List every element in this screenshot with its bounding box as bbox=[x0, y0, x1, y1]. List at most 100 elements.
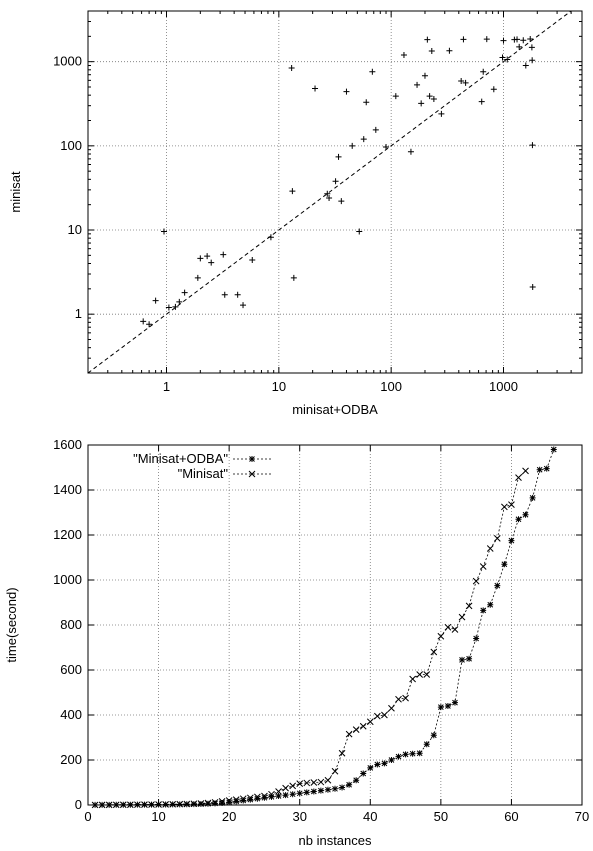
series-point bbox=[359, 722, 367, 730]
scatter-point bbox=[428, 47, 435, 54]
series-point bbox=[373, 712, 381, 720]
legend-swatch-marker bbox=[249, 456, 255, 462]
series-point bbox=[310, 779, 318, 786]
series-point bbox=[310, 788, 317, 795]
series-point bbox=[211, 798, 219, 806]
scatter-point bbox=[516, 43, 523, 50]
series-point bbox=[183, 800, 191, 808]
line-y-tick-label: 1000 bbox=[53, 572, 82, 587]
scatter-point bbox=[407, 148, 414, 155]
legend-swatch-marker bbox=[248, 470, 256, 478]
scatter-x-tick-label: 100 bbox=[380, 379, 402, 394]
series-point bbox=[352, 726, 360, 733]
series-point bbox=[303, 779, 311, 787]
series-point bbox=[338, 749, 346, 757]
legend: "Minisat+ODBA""Minisat" bbox=[133, 451, 272, 481]
scatter-point bbox=[360, 136, 367, 143]
legend-label: "Minisat" bbox=[178, 466, 229, 481]
scatter-x-tick-label: 1 bbox=[163, 379, 170, 394]
series-point bbox=[423, 741, 430, 748]
series-point bbox=[353, 777, 360, 784]
line-ticks: 0 10 20 30 40 50 60 70 0 200 400 600 800 1000 1200 1400… bbox=[53, 437, 589, 824]
scatter-point bbox=[500, 37, 507, 44]
series-point bbox=[212, 800, 219, 807]
scatter-point bbox=[152, 297, 159, 304]
series-point bbox=[366, 718, 374, 726]
series-point bbox=[522, 467, 529, 475]
series-point bbox=[219, 799, 226, 806]
line-x-tick-label: 60 bbox=[504, 809, 518, 824]
series-point bbox=[437, 632, 445, 640]
scatter-point bbox=[326, 195, 333, 202]
series-point bbox=[430, 648, 438, 656]
series-point bbox=[339, 784, 346, 791]
scatter-point bbox=[483, 36, 490, 43]
scatter-point bbox=[383, 143, 390, 150]
scatter-point bbox=[288, 65, 295, 72]
scatter-y-axis-label: minisat bbox=[8, 171, 23, 213]
line-y-tick-label: 400 bbox=[60, 707, 82, 722]
scatter-point bbox=[446, 47, 453, 54]
series-point bbox=[176, 800, 184, 808]
line-y-tick-label: 1400 bbox=[53, 482, 82, 497]
scatter-point bbox=[221, 291, 228, 298]
scatter-point bbox=[460, 36, 467, 43]
series-point bbox=[487, 601, 494, 608]
line-x-tick-label: 10 bbox=[151, 809, 165, 824]
scatter-point bbox=[343, 88, 350, 95]
series-point bbox=[395, 695, 402, 703]
series-point bbox=[289, 782, 297, 790]
scatter-point bbox=[490, 86, 497, 93]
series-point bbox=[381, 760, 388, 767]
line-x-tick-label: 50 bbox=[434, 809, 448, 824]
scatter-point bbox=[499, 54, 506, 61]
series-point bbox=[479, 563, 487, 570]
scatter-y-tick-label: 10 bbox=[68, 222, 82, 237]
scatter-point bbox=[400, 52, 407, 59]
scatter-point bbox=[392, 93, 399, 100]
scatter-point bbox=[208, 259, 215, 266]
line-y-tick-label: 0 bbox=[75, 797, 82, 812]
scatter-plot-area bbox=[87, 10, 583, 374]
series-point bbox=[296, 790, 303, 797]
scatter-ticks: 1 10 100 1000 1 10 100 1000 bbox=[53, 11, 582, 394]
scatter-point bbox=[478, 98, 485, 105]
series-point bbox=[275, 788, 282, 795]
legend-label: "Minisat+ODBA" bbox=[133, 451, 228, 466]
series-point bbox=[204, 800, 211, 807]
series-point bbox=[458, 613, 466, 621]
scatter-x-axis-label: minisat+ODBA bbox=[292, 402, 378, 417]
series-point bbox=[98, 801, 106, 809]
series-point bbox=[112, 801, 120, 809]
series-point bbox=[486, 545, 494, 552]
series-point bbox=[197, 800, 205, 807]
series-point bbox=[402, 751, 409, 758]
series-point bbox=[480, 607, 487, 614]
series-point bbox=[501, 503, 508, 511]
scatter-point bbox=[140, 318, 147, 325]
series-point bbox=[204, 799, 212, 807]
series-point bbox=[515, 516, 522, 523]
scatter-grid bbox=[88, 11, 582, 373]
series-point bbox=[501, 561, 508, 568]
scatter-chart: 1 10 100 1000 1 10 100 1000 minisat+ODBA minisa… bbox=[8, 10, 583, 417]
series-point bbox=[395, 753, 402, 760]
series-point bbox=[247, 796, 254, 803]
scatter-point bbox=[289, 188, 296, 195]
scatter-point bbox=[161, 228, 168, 235]
series-point bbox=[346, 781, 353, 788]
series-point bbox=[529, 494, 536, 501]
series-point bbox=[493, 535, 501, 542]
scatter-point bbox=[514, 36, 521, 43]
series-point bbox=[232, 796, 240, 803]
series-point bbox=[317, 787, 324, 794]
scatter-point bbox=[480, 68, 487, 75]
scatter-point bbox=[356, 228, 363, 235]
series-point bbox=[451, 699, 458, 706]
series-point bbox=[275, 793, 282, 799]
series-point bbox=[303, 789, 310, 796]
scatter-points bbox=[140, 35, 536, 328]
scatter-point bbox=[458, 77, 465, 84]
scatter-point bbox=[249, 257, 256, 264]
